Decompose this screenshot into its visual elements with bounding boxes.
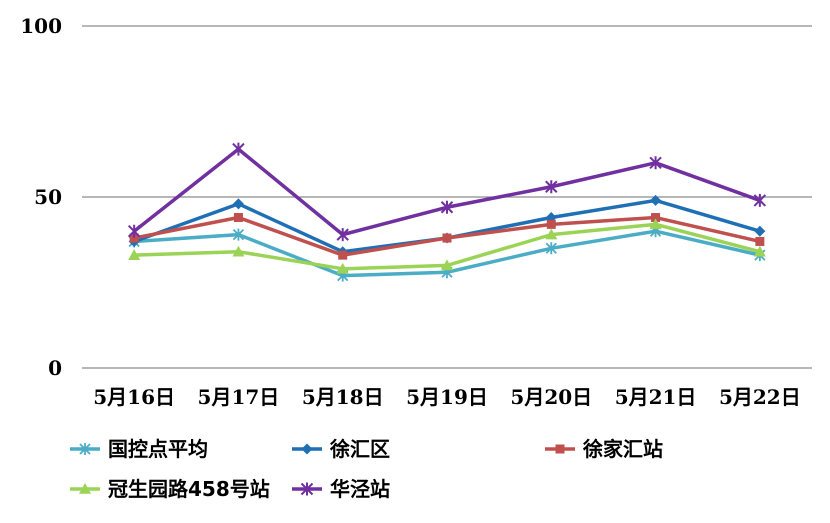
- x-tick-label: 5月21日: [615, 385, 697, 409]
- y-tick-label: 50: [34, 185, 62, 209]
- y-tick-label: 0: [48, 356, 62, 380]
- series-3: [128, 218, 766, 273]
- x-tick-label: 5月18日: [302, 385, 384, 409]
- legend-item: 徐汇区: [292, 437, 390, 461]
- legend-swatch-marker: [556, 445, 565, 454]
- legend-label: 国控点平均: [108, 437, 208, 461]
- series-group: [128, 143, 766, 282]
- legend-label: 徐家汇站: [582, 437, 663, 461]
- y-axis-ticks: 0 50 100: [20, 14, 62, 380]
- data-point: [755, 237, 764, 246]
- data-point: [754, 226, 765, 237]
- data-point: [233, 143, 244, 156]
- x-tick-label: 5月17日: [198, 385, 280, 409]
- x-tick-label: 5月20日: [510, 385, 592, 409]
- y-tick-label: 100: [20, 14, 62, 38]
- legend-item: 国控点平均: [70, 437, 208, 461]
- x-axis-ticks: 5月16日 5月17日 5月18日 5月19日 5月20日 5月21日 5月22日: [93, 385, 800, 409]
- legend-label: 冠生园路458号站: [108, 477, 270, 501]
- series-line: [134, 149, 760, 235]
- legend-label: 华泾站: [330, 477, 390, 501]
- data-point: [443, 234, 452, 243]
- data-point: [233, 198, 244, 209]
- data-point: [547, 220, 556, 229]
- data-point: [338, 251, 347, 260]
- data-point: [129, 225, 140, 238]
- legend-item: 徐家汇站: [545, 437, 663, 461]
- data-point: [234, 213, 243, 222]
- x-tick-label: 5月19日: [406, 385, 488, 409]
- x-tick-label: 5月16日: [93, 385, 175, 409]
- legend-label: 徐汇区: [329, 437, 390, 461]
- x-tick-label: 5月22日: [719, 385, 801, 409]
- legend-item: 冠生园路458号站: [70, 477, 270, 501]
- gridlines: [82, 26, 812, 368]
- legend-item: 华泾站: [292, 477, 390, 501]
- legend-swatch-marker: [302, 444, 313, 455]
